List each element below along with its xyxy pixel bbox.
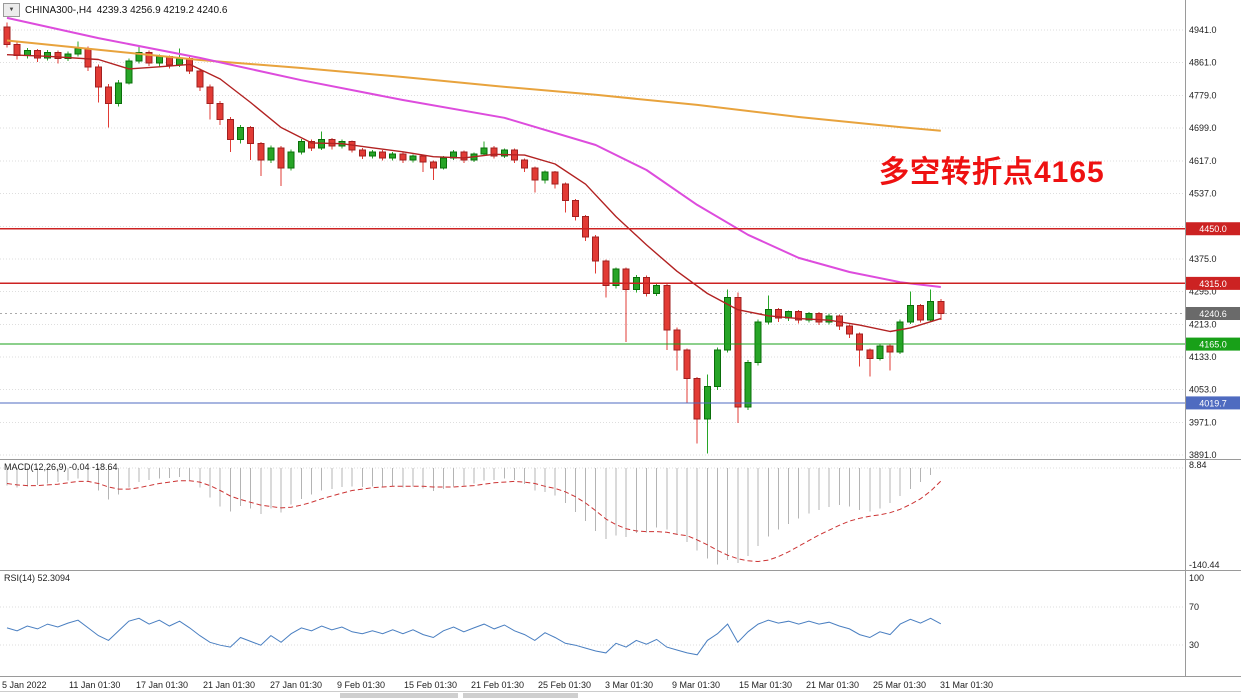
svg-text:21 Jan 01:30: 21 Jan 01:30 bbox=[203, 680, 255, 690]
svg-text:9 Mar 01:30: 9 Mar 01:30 bbox=[672, 680, 720, 690]
svg-text:3 Mar 01:30: 3 Mar 01:30 bbox=[605, 680, 653, 690]
chart-header: ▼ CHINA300-,H4 4239.3 4256.9 4219.2 4240… bbox=[3, 3, 227, 17]
svg-text:70: 70 bbox=[1189, 602, 1199, 612]
svg-text:100: 100 bbox=[1189, 573, 1204, 583]
bottom-scrollbar[interactable] bbox=[340, 693, 578, 698]
ma-slow-line bbox=[6, 39, 941, 132]
price-axis[interactable]: 4941.04861.04779.04699.04617.04537.04455… bbox=[1189, 25, 1217, 460]
candlesticks bbox=[3, 22, 945, 454]
annotation-text: 多空转折点4165 bbox=[879, 156, 1105, 189]
horizontal-lines[interactable]: 4450.0 4315.0 4165.0 4019.7 bbox=[0, 222, 1240, 410]
svg-text:21 Feb 01:30: 21 Feb 01:30 bbox=[471, 680, 524, 690]
svg-text:15 Mar 01:30: 15 Mar 01:30 bbox=[739, 680, 792, 690]
ma-medium-line bbox=[6, 16, 941, 288]
scrollbar-thumb[interactable] bbox=[340, 693, 458, 698]
svg-text:4699.0: 4699.0 bbox=[1189, 123, 1217, 133]
current-price-label bbox=[1186, 306, 1240, 320]
time-axis[interactable]: 5 Jan 2022 11 Jan 01:30 17 Jan 01:30 21 Jan… bbox=[2, 680, 993, 690]
svg-text:30: 30 bbox=[1189, 640, 1199, 650]
hline-price-label bbox=[1186, 222, 1240, 236]
collapse-button[interactable]: ▼ bbox=[3, 3, 20, 17]
ohlc-values: 4239.3 4256.9 4219.2 4240.6 bbox=[96, 4, 228, 16]
svg-text:17 Jan 01:30: 17 Jan 01:30 bbox=[136, 680, 188, 690]
svg-text:3971.0: 3971.0 bbox=[1189, 418, 1217, 428]
hline-price-label bbox=[1186, 337, 1240, 351]
svg-text:11 Jan 01:30: 11 Jan 01:30 bbox=[69, 680, 120, 690]
ma-fast-line bbox=[6, 54, 942, 333]
price-grid bbox=[0, 29, 1185, 456]
svg-text:5 Jan 2022: 5 Jan 2022 bbox=[2, 680, 47, 690]
rsi-panel: 100 70 30 bbox=[0, 573, 1204, 656]
rsi-line bbox=[6, 617, 942, 656]
svg-text:31 Mar 01:30: 31 Mar 01:30 bbox=[940, 680, 993, 690]
svg-text:4213.0: 4213.0 bbox=[1189, 320, 1217, 330]
svg-text:3891.0: 3891.0 bbox=[1189, 450, 1217, 460]
rsi-label: RSI(14) 52.3094 bbox=[4, 573, 71, 583]
svg-text:21 Mar 01:30: 21 Mar 01:30 bbox=[806, 680, 859, 690]
current-price: 4240.6 bbox=[1186, 306, 1240, 320]
svg-text:4941.0: 4941.0 bbox=[1189, 25, 1217, 35]
svg-text:4295.0: 4295.0 bbox=[1189, 286, 1217, 296]
macd-panel: 8.84 -140.44 bbox=[0, 460, 1220, 570]
svg-text:4861.0: 4861.0 bbox=[1189, 57, 1217, 67]
svg-text:25 Mar 01:30: 25 Mar 01:30 bbox=[873, 680, 926, 690]
svg-text:9 Feb 01:30: 9 Feb 01:30 bbox=[337, 680, 385, 690]
svg-text:4537.0: 4537.0 bbox=[1189, 189, 1217, 199]
svg-text:4053.0: 4053.0 bbox=[1189, 384, 1217, 394]
svg-text:-140.44: -140.44 bbox=[1189, 560, 1220, 570]
hline-price-label bbox=[1186, 276, 1240, 290]
svg-text:4617.0: 4617.0 bbox=[1189, 156, 1217, 166]
hline-price-label bbox=[1186, 396, 1240, 410]
symbol-label: CHINA300-,H4 bbox=[25, 4, 92, 16]
svg-text:4375.0: 4375.0 bbox=[1189, 254, 1217, 264]
svg-text:4240.6: 4240.6 bbox=[1199, 309, 1227, 319]
svg-text:27 Jan 01:30: 27 Jan 01:30 bbox=[270, 680, 322, 690]
svg-text:4779.0: 4779.0 bbox=[1189, 91, 1217, 101]
macd-label: MACD(12,26,9) -0.04 -18.64 bbox=[4, 462, 118, 472]
svg-text:4315.0: 4315.0 bbox=[1199, 279, 1227, 289]
chevron-down-icon: ▼ bbox=[8, 7, 15, 13]
svg-text:4450.0: 4450.0 bbox=[1199, 224, 1227, 234]
macd-signal-line bbox=[6, 480, 942, 563]
moving-averages bbox=[6, 16, 942, 333]
svg-text:25 Feb 01:30: 25 Feb 01:30 bbox=[538, 680, 591, 690]
svg-text:8.84: 8.84 bbox=[1189, 460, 1207, 470]
scrollbar-thumb[interactable] bbox=[463, 693, 578, 698]
svg-text:4165.0: 4165.0 bbox=[1199, 340, 1227, 350]
svg-text:4019.7: 4019.7 bbox=[1199, 398, 1227, 408]
svg-text:15 Feb 01:30: 15 Feb 01:30 bbox=[404, 680, 457, 690]
svg-text:4133.0: 4133.0 bbox=[1189, 352, 1217, 362]
